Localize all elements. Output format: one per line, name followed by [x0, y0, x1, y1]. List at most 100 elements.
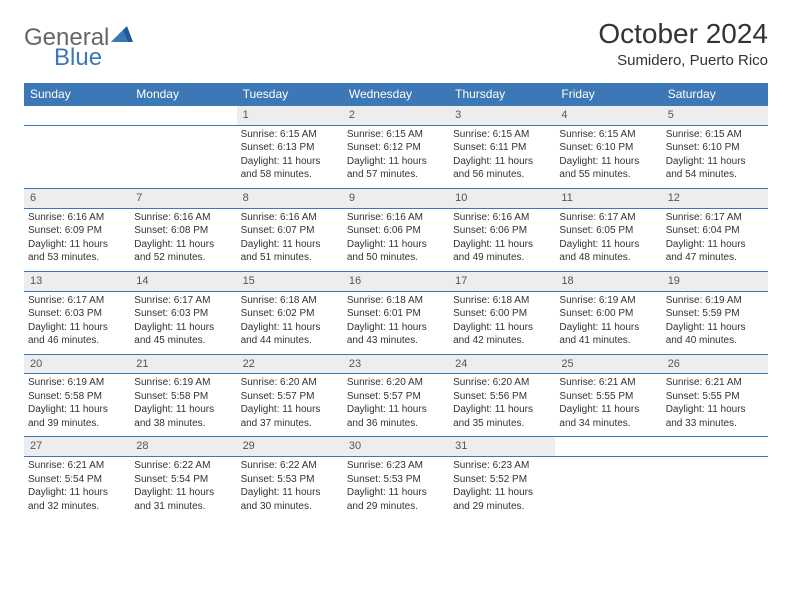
day-content-row: Sunrise: 6:19 AMSunset: 5:58 PMDaylight:…	[24, 374, 768, 437]
day-cell: Sunrise: 6:19 AMSunset: 5:58 PMDaylight:…	[130, 374, 236, 437]
day-content-row: Sunrise: 6:21 AM Sunset: 5:54 PM Daylight:…	[24, 457, 768, 520]
sunrise-text: Sunrise: 6:18 AM	[453, 294, 551, 308]
day-cell: Sunrise: 6:17 AMSunset: 6:05 PMDaylight:…	[555, 208, 661, 271]
day-content-row: Sunrise: 6:16 AMSunset: 6:09 PMDaylight:…	[24, 208, 768, 271]
day-content-row: Sunrise: 6:17 AMSunset: 6:03 PMDaylight:…	[24, 291, 768, 354]
day-cell: Sunrise: 6:23 AMSunset: 5:53 PMDaylight:…	[343, 457, 449, 520]
sunrise-text: Sunrise: 6:20 AM	[347, 376, 445, 390]
day-cell	[555, 457, 661, 520]
sunrise-text: Sunrise: 6:18 AM	[347, 294, 445, 308]
day-number: 30	[343, 437, 449, 457]
sunrise-text: Sunrise: 6:17 AM	[559, 211, 657, 225]
sunrise-text: Sunrise: 6:15 AM	[559, 128, 657, 142]
day-cell: Sunrise: 6:20 AMSunset: 5:57 PMDaylight:…	[343, 374, 449, 437]
sunrise-text: Sunrise: 6:19 AM	[28, 376, 126, 390]
day-cell: Sunrise: 6:21 AMSunset: 5:54 PMDaylight:…	[24, 457, 130, 520]
daylight-text: Daylight: 11 hours and 53 minutes.	[28, 238, 126, 265]
day-cell: Sunrise: 6:15 AMSunset: 6:10 PMDaylight:…	[662, 125, 768, 188]
day-number: 12	[662, 188, 768, 208]
sunset-text: Sunset: 6:10 PM	[559, 141, 657, 155]
day-cell	[662, 457, 768, 520]
sunset-text: Sunset: 5:53 PM	[347, 473, 445, 487]
logo-text-blue: Blue	[54, 44, 102, 72]
day-number: 25	[555, 354, 661, 374]
sunrise-text: Sunrise: 6:18 AM	[241, 294, 339, 308]
sunset-text: Sunset: 5:54 PM	[134, 473, 232, 487]
sunset-text: Sunset: 6:04 PM	[666, 224, 764, 238]
daylight-text: Daylight: 11 hours and 38 minutes.	[134, 403, 232, 430]
day-number-row: 20212223242526	[24, 354, 768, 374]
sunset-text: Sunset: 5:58 PM	[134, 390, 232, 404]
daylight-text: Daylight: 11 hours and 39 minutes.	[28, 403, 126, 430]
weekday-header: Sunday	[24, 83, 130, 106]
daylight-text: Daylight: 11 hours and 32 minutes.	[28, 486, 126, 513]
sunrise-text: Sunrise: 6:22 AM	[241, 459, 339, 473]
day-cell: Sunrise: 6:16 AMSunset: 6:08 PMDaylight:…	[130, 208, 236, 271]
sunrise-text: Sunrise: 6:16 AM	[347, 211, 445, 225]
day-cell: Sunrise: 6:20 AMSunset: 5:57 PMDaylight:…	[237, 374, 343, 437]
sunset-text: Sunset: 6:02 PM	[241, 307, 339, 321]
sunrise-text: Sunrise: 6:15 AM	[666, 128, 764, 142]
weekday-header: Thursday	[449, 83, 555, 106]
sunrise-text: Sunrise: 6:16 AM	[28, 211, 126, 225]
sunrise-text: Sunrise: 6:16 AM	[241, 211, 339, 225]
day-cell: Sunrise: 6:16 AMSunset: 6:07 PMDaylight:…	[237, 208, 343, 271]
day-number: 5	[662, 106, 768, 126]
page-title: October 2024	[598, 18, 768, 50]
day-number	[555, 437, 661, 457]
page-header: General October 2024 Sumidero, Puerto Ri…	[24, 18, 768, 69]
day-number	[130, 106, 236, 126]
sunset-text: Sunset: 5:55 PM	[559, 390, 657, 404]
daylight-text: Daylight: 11 hours and 47 minutes.	[666, 238, 764, 265]
day-number-row: 6789101112	[24, 188, 768, 208]
daylight-text: Daylight: 11 hours and 43 minutes.	[347, 321, 445, 348]
day-number: 14	[130, 271, 236, 291]
daylight-text: Daylight: 11 hours and 29 minutes.	[347, 486, 445, 513]
sunrise-text: Sunrise: 6:15 AM	[241, 128, 339, 142]
sunset-text: Sunset: 5:55 PM	[666, 390, 764, 404]
daylight-text: Daylight: 11 hours and 45 minutes.	[134, 321, 232, 348]
day-cell: Sunrise: 6:15 AMSunset: 6:13 PMDaylight:…	[237, 125, 343, 188]
daylight-text: Daylight: 11 hours and 30 minutes.	[241, 486, 339, 513]
day-cell: Sunrise: 6:22 AMSunset: 5:54 PMDaylight:…	[130, 457, 236, 520]
day-cell: Sunrise: 6:15 AMSunset: 6:12 PMDaylight:…	[343, 125, 449, 188]
day-number	[24, 106, 130, 126]
day-cell: Sunrise: 6:17 AMSunset: 6:04 PMDaylight:…	[662, 208, 768, 271]
day-cell: Sunrise: 6:18 AMSunset: 6:02 PMDaylight:…	[237, 291, 343, 354]
sunrise-text: Sunrise: 6:23 AM	[453, 459, 551, 473]
weekday-header: Saturday	[662, 83, 768, 106]
day-number	[662, 437, 768, 457]
daylight-text: Daylight: 11 hours and 56 minutes.	[453, 155, 551, 182]
sunset-text: Sunset: 6:05 PM	[559, 224, 657, 238]
daylight-text: Daylight: 11 hours and 50 minutes.	[347, 238, 445, 265]
daylight-text: Daylight: 11 hours and 55 minutes.	[559, 155, 657, 182]
day-cell: Sunrise: 6:18 AMSunset: 6:01 PMDaylight:…	[343, 291, 449, 354]
day-number: 11	[555, 188, 661, 208]
sunrise-text: Sunrise: 6:15 AM	[453, 128, 551, 142]
sunset-text: Sunset: 6:06 PM	[347, 224, 445, 238]
weekday-header: Friday	[555, 83, 661, 106]
daylight-text: Daylight: 11 hours and 57 minutes.	[347, 155, 445, 182]
daylight-text: Daylight: 11 hours and 46 minutes.	[28, 321, 126, 348]
daylight-text: Daylight: 11 hours and 58 minutes.	[241, 155, 339, 182]
weekday-header: Monday	[130, 83, 236, 106]
daylight-text: Daylight: 11 hours and 42 minutes.	[453, 321, 551, 348]
sunrise-text: Sunrise: 6:16 AM	[134, 211, 232, 225]
logo-triangle-icon	[111, 21, 133, 49]
day-number-row: 13141516171819	[24, 271, 768, 291]
day-cell: Sunrise: 6:15 AMSunset: 6:10 PMDaylight:…	[555, 125, 661, 188]
daylight-text: Daylight: 11 hours and 40 minutes.	[666, 321, 764, 348]
day-number: 9	[343, 188, 449, 208]
day-number: 18	[555, 271, 661, 291]
day-cell: Sunrise: 6:15 AMSunset: 6:11 PMDaylight:…	[449, 125, 555, 188]
sunset-text: Sunset: 5:57 PM	[347, 390, 445, 404]
sunrise-text: Sunrise: 6:19 AM	[559, 294, 657, 308]
day-number: 1	[237, 106, 343, 126]
day-number: 23	[343, 354, 449, 374]
sunset-text: Sunset: 5:53 PM	[241, 473, 339, 487]
daylight-text: Daylight: 11 hours and 29 minutes.	[453, 486, 551, 513]
sunrise-text: Sunrise: 6:21 AM	[28, 459, 126, 473]
daylight-text: Daylight: 11 hours and 54 minutes.	[666, 155, 764, 182]
sunrise-text: Sunrise: 6:20 AM	[241, 376, 339, 390]
day-number: 19	[662, 271, 768, 291]
